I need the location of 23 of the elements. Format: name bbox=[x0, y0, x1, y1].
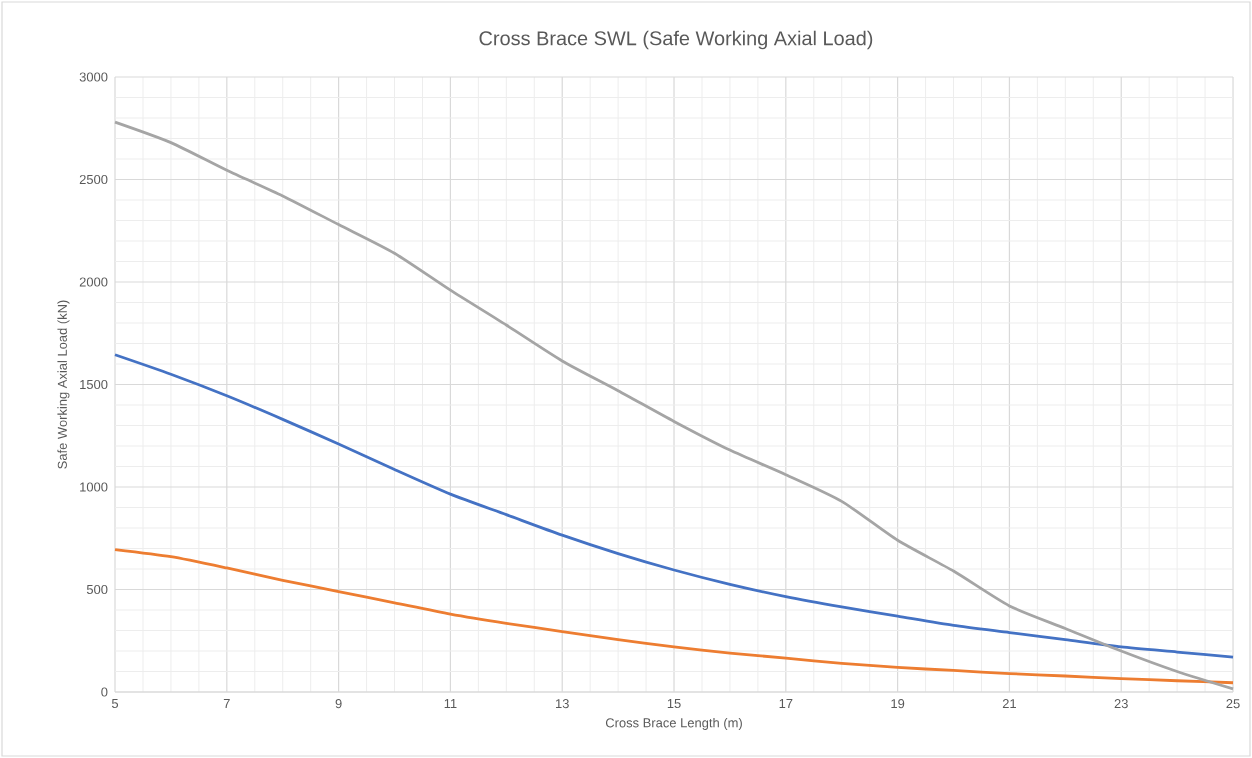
x-tick-label: 19 bbox=[891, 699, 905, 709]
y-tick-label: 0 bbox=[101, 687, 108, 697]
x-tick-label: 15 bbox=[667, 699, 681, 709]
y-tick-label: 3000 bbox=[79, 72, 108, 82]
x-tick-label: 7 bbox=[223, 699, 230, 708]
x-tick-label: 13 bbox=[556, 699, 569, 709]
chart-title: Cross Brace SWL (Safe Working Axial Load) bbox=[479, 30, 873, 50]
y-tick-label: 500 bbox=[86, 584, 108, 595]
x-tick-label: 21 bbox=[1002, 699, 1016, 709]
x-tick-label: 11 bbox=[444, 699, 457, 708]
x-axis-title: Cross Brace Length (m) bbox=[605, 717, 742, 730]
line-series bbox=[113, 353, 1235, 659]
y-tick-label: 2500 bbox=[79, 174, 108, 185]
line-series bbox=[113, 548, 1235, 685]
x-tick-label: 17 bbox=[779, 699, 793, 708]
x-tick-label: 25 bbox=[1226, 699, 1240, 709]
x-tick-label: 23 bbox=[1114, 699, 1128, 709]
y-tick-label: 1000 bbox=[80, 482, 108, 492]
y-axis-title: Safe Working Axial Load (kN) bbox=[57, 300, 70, 469]
x-tick-label: 9 bbox=[335, 699, 342, 709]
y-tick-label: 1500 bbox=[80, 379, 108, 390]
x-tick-label: 5 bbox=[111, 699, 119, 709]
y-tick-label: 2000 bbox=[79, 277, 108, 287]
